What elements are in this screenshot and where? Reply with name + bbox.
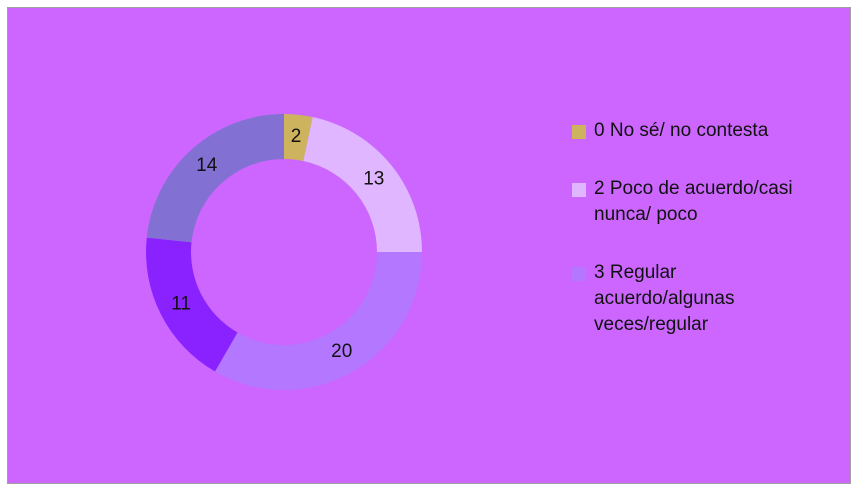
donut-segment	[215, 252, 422, 390]
data-label: 14	[196, 155, 218, 176]
legend-label: 3 Regular acuerdo/algunas veces/regular	[594, 262, 735, 335]
legend-label: 0 No sé/ no contesta	[594, 120, 769, 141]
legend-entry: 0 No sé/ no contesta	[572, 118, 822, 144]
legend-label: 2 Poco de acuerdo/casi nunca/ poco	[594, 178, 793, 225]
data-label: 2	[291, 126, 302, 147]
data-label: 20	[331, 341, 352, 362]
data-label: 11	[171, 293, 191, 314]
legend-swatch	[572, 267, 586, 281]
donut-segment	[146, 237, 238, 372]
donut-segment	[284, 114, 313, 162]
legend-entry: 2 Poco de acuerdo/casi nunca/ poco	[572, 176, 822, 228]
donut-segment	[146, 114, 284, 243]
legend-entry: 3 Regular acuerdo/algunas veces/regular	[572, 260, 822, 338]
legend-swatch	[572, 183, 586, 197]
data-label: 13	[363, 168, 384, 189]
donut-segment	[303, 117, 422, 253]
legend: 0 No sé/ no contesta 2 Poco de acuerdo/ca…	[572, 118, 822, 370]
legend-swatch	[572, 125, 586, 139]
